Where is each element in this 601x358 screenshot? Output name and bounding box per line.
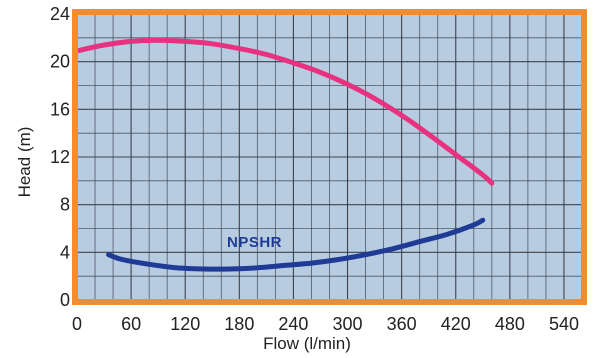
x-tick-label: 420 (441, 314, 471, 334)
head-curve (74, 37, 495, 186)
npshr-label: NPSHR (227, 234, 282, 251)
x-tick-label: 300 (333, 314, 363, 334)
x-axis-ticks: 0 60 120 180 240 300 360 420 480 540 (72, 314, 579, 334)
x-tick-label: 120 (170, 314, 200, 334)
x-tick-label: 180 (224, 314, 254, 334)
y-tick-label: 24 (50, 4, 70, 24)
y-tick-label: 0 (60, 290, 70, 310)
series-lines (74, 37, 495, 272)
plot-frame (72, 9, 587, 305)
y-tick-label: 16 (50, 99, 70, 119)
y-tick-label: 8 (60, 195, 70, 215)
x-tick-label: 60 (121, 314, 141, 334)
y-tick-label: 4 (60, 242, 70, 262)
plot-border (72, 9, 587, 305)
grid (77, 14, 582, 300)
x-tick-label: 540 (549, 314, 579, 334)
x-tick-label: 360 (387, 314, 417, 334)
y-axis-ticks: 0 4 8 12 16 20 24 (50, 4, 70, 310)
x-tick-label: 240 (278, 314, 308, 334)
x-tick-label: 0 (72, 314, 82, 334)
x-axis-title: Flow (l/min) (263, 334, 351, 353)
y-axis-title: Head (m) (15, 127, 34, 198)
x-tick-label: 480 (495, 314, 525, 334)
y-tick-label: 12 (50, 147, 70, 167)
y-tick-label: 20 (50, 52, 70, 72)
npshr-curve (106, 217, 486, 272)
